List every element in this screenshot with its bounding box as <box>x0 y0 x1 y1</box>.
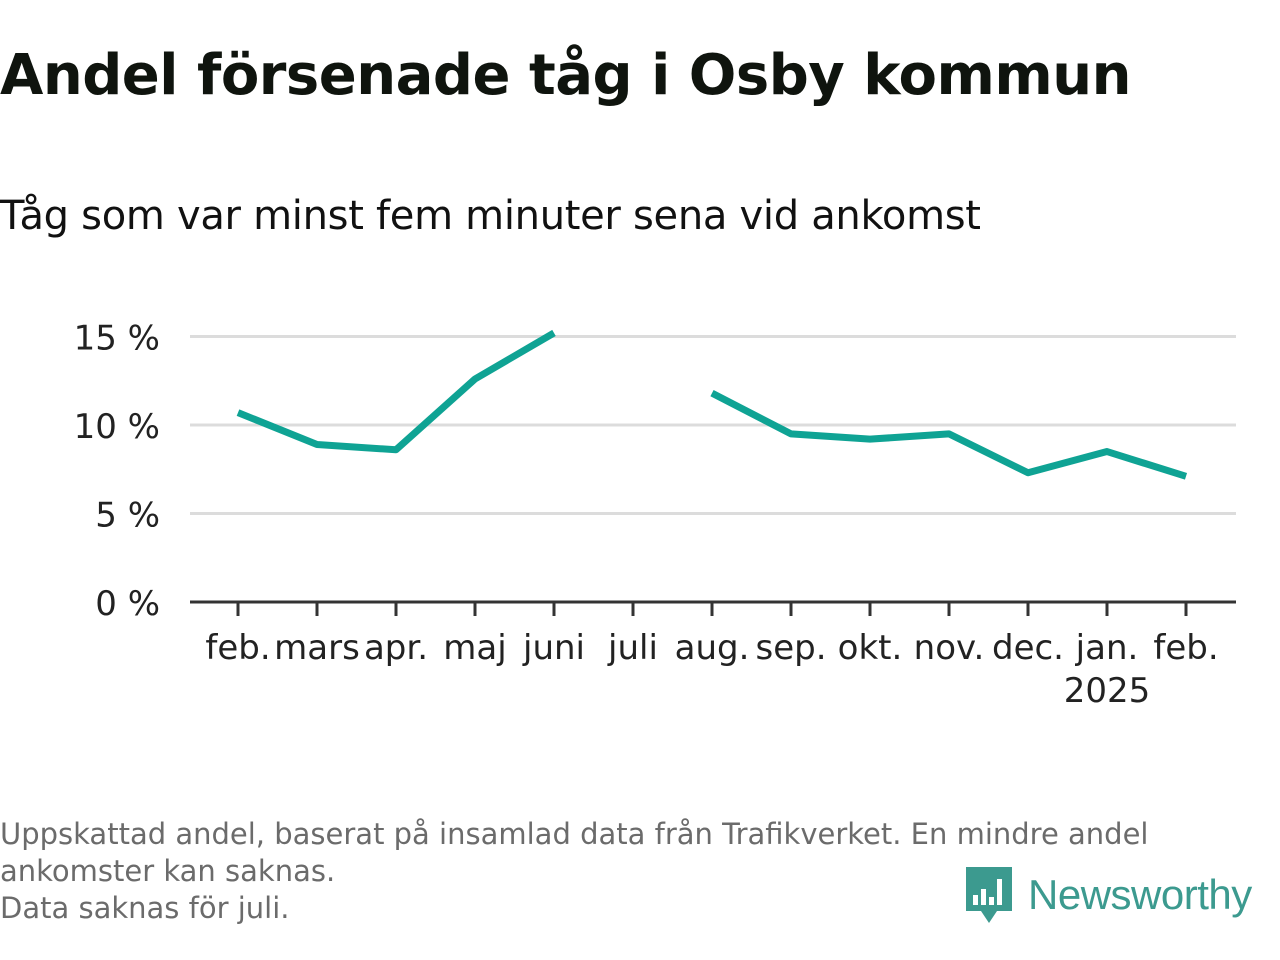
newsworthy-logo: Newsworthy <box>964 864 1252 926</box>
series-line-segment <box>236 329 556 454</box>
missing-data-note: Data saknas för juli. <box>0 891 290 925</box>
x-tick-label: nov. <box>914 628 985 668</box>
x-tick-label: jan. <box>1075 628 1139 668</box>
series-line-segment <box>710 390 1188 480</box>
y-tick-label: 5 % <box>95 496 160 536</box>
x-tick-label: okt. <box>838 628 903 668</box>
x-tick-label: juli <box>607 628 658 668</box>
x-tick-label: feb. <box>205 628 270 668</box>
x-year-label: 2025 <box>1064 671 1151 711</box>
series-lines <box>236 329 1188 480</box>
chart-title: Andel försenade tåg i Osby kommun <box>0 43 1131 108</box>
x-tick-label: feb. <box>1153 628 1218 668</box>
x-tick-label: aug. <box>675 628 750 668</box>
gridlines <box>190 335 1236 515</box>
newsworthy-chart-icon <box>966 867 1012 923</box>
y-axis-tick-labels: 0 % 5 % 10 % 15 % <box>74 319 160 625</box>
y-tick-label: 15 % <box>74 319 160 359</box>
x-tick-label: dec. <box>992 628 1064 668</box>
brand-name: Newsworthy <box>1028 871 1252 918</box>
source-note-line-1: Uppskattad andel, baserat på insamlad da… <box>0 817 1149 851</box>
x-tick-label: maj <box>443 628 506 668</box>
y-tick-label: 10 % <box>74 407 160 447</box>
chart-footer: Uppskattad andel, baserat på insamlad da… <box>0 816 1270 927</box>
y-tick-label: 0 % <box>95 584 160 624</box>
x-tick-label: juni <box>522 628 585 668</box>
x-tick-label: apr. <box>364 628 428 668</box>
x-tick-label: sep. <box>755 628 826 668</box>
chart-subtitle: Tåg som var minst fem minuter sena vid a… <box>0 193 981 239</box>
line-chart: 0 %5 %10 %15 % feb. mars apr. maj juni juli au… <box>74 319 1236 711</box>
source-note-line-2: ankomster kan saknas. <box>0 854 336 888</box>
x-axis-tick-labels: feb. mars apr. maj juni juli aug. sep. okt. nov. d… <box>205 628 1218 711</box>
x-axis <box>190 600 1236 616</box>
x-tick-label: mars <box>274 628 360 668</box>
